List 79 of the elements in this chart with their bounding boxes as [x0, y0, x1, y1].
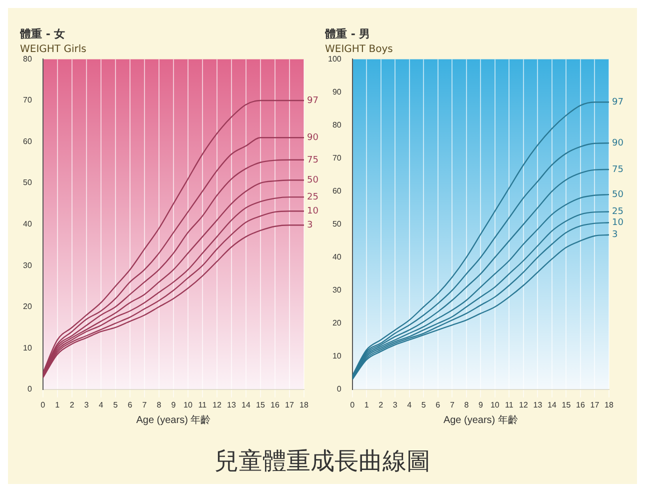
chart-title: 體重 - 男 [324, 27, 370, 40]
x-tick-label: 4 [406, 400, 412, 410]
y-tick-label: 0 [336, 384, 342, 394]
series-label: 75 [612, 164, 624, 175]
x-tick-label: 15 [562, 400, 571, 410]
x-tick-label: 16 [576, 400, 586, 410]
y-tick-label: 50 [332, 220, 342, 229]
x-tick-label: 8 [156, 400, 162, 410]
x-tick-label: 17 [285, 400, 295, 410]
x-tick-label: 10 [184, 400, 194, 410]
x-axis-title: Age (years) 年齡 [443, 414, 518, 426]
series-label: 3 [307, 220, 313, 230]
x-tick-label: 0 [350, 400, 355, 410]
y-tick-label: 30 [23, 260, 33, 270]
y-tick-label: 20 [23, 302, 33, 312]
x-tick-label: 14 [242, 400, 252, 410]
x-tick-label: 10 [490, 400, 500, 410]
x-tick-label: 13 [227, 400, 237, 410]
y-tick-label: 40 [23, 220, 33, 229]
series-label: 90 [612, 138, 624, 148]
series-label: 25 [307, 192, 319, 202]
y-tick-label: 70 [332, 153, 342, 162]
series-label: 50 [307, 175, 319, 186]
x-tick-label: 13 [533, 400, 542, 410]
x-tick-label: 6 [128, 400, 133, 410]
chart-subtitle: WEIGHT Boys [324, 44, 393, 55]
x-tick-label: 1 [364, 400, 370, 410]
y-tick-label: 60 [332, 186, 342, 196]
chart-subtitle: WEIGHT Girls [20, 44, 87, 55]
series-label: 90 [307, 132, 319, 143]
series-label: 3 [612, 230, 618, 240]
series-label: 97 [612, 97, 624, 108]
x-tick-label: 7 [450, 400, 455, 410]
x-tick-label: 0 [40, 400, 46, 410]
x-tick-label: 8 [464, 400, 469, 410]
x-tick-label: 12 [518, 400, 528, 410]
x-tick-label: 17 [590, 400, 600, 410]
y-tick-label: 50 [23, 178, 33, 188]
x-axis-title: Age (years) 年齡 [136, 414, 211, 426]
x-tick-label: 18 [300, 400, 310, 410]
x-tick-label: 2 [70, 400, 75, 410]
series-label: 10 [612, 218, 624, 228]
y-tick-label: 10 [332, 352, 342, 361]
y-tick-label: 70 [23, 96, 33, 105]
y-tick-label: 100 [328, 54, 342, 64]
x-tick-label: 14 [547, 400, 557, 410]
text: 兒童體重成長曲線圖 [214, 447, 430, 475]
series-label: 75 [307, 155, 319, 166]
series-label: 97 [307, 96, 319, 106]
x-tick-label: 1 [55, 400, 60, 410]
x-tick-label: 6 [435, 400, 440, 410]
y-tick-label: 80 [332, 120, 342, 130]
x-tick-label: 3 [84, 400, 90, 410]
series-label: 50 [612, 190, 624, 200]
y-tick-label: 20 [332, 318, 342, 328]
y-tick-label: 60 [23, 136, 33, 146]
series-label: 25 [612, 207, 624, 218]
x-tick-label: 9 [478, 400, 484, 410]
y-tick-label: 10 [23, 343, 33, 352]
x-tick-label: 12 [212, 400, 222, 410]
x-tick-label: 2 [378, 400, 384, 410]
x-tick-label: 11 [198, 400, 208, 410]
series-label: 10 [307, 206, 319, 216]
x-tick-label: 4 [98, 400, 104, 410]
y-tick-label: 40 [332, 252, 342, 262]
x-tick-label: 3 [392, 400, 398, 410]
y-tick-label: 0 [28, 384, 33, 394]
x-tick-label: 5 [113, 400, 118, 410]
x-tick-label: 16 [270, 400, 280, 410]
y-tick-label: 90 [332, 87, 342, 96]
x-tick-label: 15 [256, 400, 266, 410]
x-tick-label: 11 [504, 400, 514, 410]
x-tick-label: 9 [171, 400, 176, 410]
x-tick-label: 7 [142, 400, 148, 410]
chart-title: 體重 - 女 [19, 27, 66, 40]
x-tick-label: 5 [421, 400, 426, 410]
y-tick-label: 30 [332, 286, 342, 295]
y-tick-label: 80 [23, 54, 33, 64]
x-tick-label: 18 [604, 400, 614, 410]
